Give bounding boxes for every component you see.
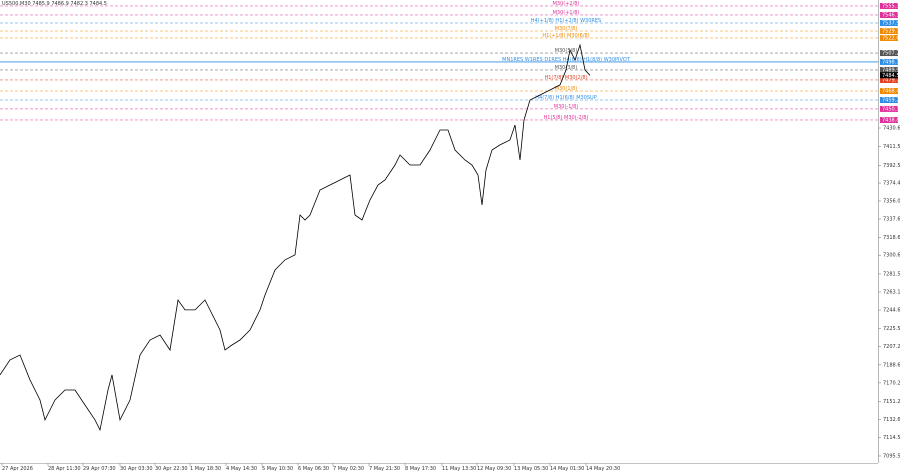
y-tick-label: 7411.5: [883, 144, 900, 150]
y-tick-label: 7225.5: [883, 326, 900, 332]
y-tick-label: 7392.5: [883, 163, 900, 169]
price-box: [880, 116, 898, 123]
current-price-label: 7484.5: [882, 73, 900, 79]
price-box-label: 7546.1: [882, 12, 900, 18]
price-box: [880, 105, 898, 112]
price-box: [880, 2, 898, 9]
x-tick-label: 5 May 10:30: [262, 466, 293, 472]
level-label: H4(7/8) H1(6/8) M30SUP: [535, 95, 596, 101]
price-box-label: 7459.2: [882, 98, 900, 104]
price-box-label: 7450.1: [882, 106, 900, 112]
price-box: [880, 66, 898, 73]
level-label: MN1RES W1RES D1RES H4(8/8) H1(8/8) W30PI…: [502, 57, 631, 63]
price-box-label: 7537.9: [882, 20, 900, 26]
level-label: M30(-1/8): [554, 104, 578, 110]
x-tick-label: 28 Apr 11:30: [48, 466, 81, 472]
y-tick-label: 7356.0: [883, 199, 900, 205]
x-tick-label: 12 May 09:30: [477, 466, 511, 472]
x-tick-label: 11 May 13:30: [442, 466, 476, 472]
x-tick-label: 29 Apr 07:30: [83, 466, 116, 472]
x-tick-label: 14 May 01:30: [550, 466, 584, 472]
y-tick-label: 7318.6: [883, 235, 900, 241]
price-box: [880, 28, 898, 35]
x-tick-label: 30 Apr 03:30: [120, 466, 153, 472]
price-box: [880, 19, 898, 26]
y-tick-label: 7300.6: [883, 253, 900, 259]
y-tick-label: 7430.6: [883, 126, 900, 132]
chart-title: US500,M30 7485.9 7486.9 7482.3 7484.5: [2, 1, 107, 7]
x-tick-label: 7 May 21:30: [369, 466, 400, 472]
y-tick-label: 7263.1: [883, 289, 900, 295]
y-tick-label: 7095.5: [883, 453, 900, 459]
level-label: M30(7/8): [555, 26, 578, 32]
y-tick-label: 7244.6: [883, 308, 900, 314]
y-tick-label: 7151.2: [883, 399, 900, 405]
price-box-label: 7507.2: [882, 51, 900, 57]
price-box-label: 7522.6: [882, 35, 900, 41]
x-tick-label: 13 May 05:30: [514, 466, 548, 472]
x-tick-label: 6 May 06:30: [298, 466, 329, 472]
y-tick-label: 7337.6: [883, 217, 900, 223]
price-box: [880, 88, 898, 95]
level-label: H1(+1/8) M30(6/8): [542, 33, 589, 39]
price-box-label: 7479.7: [882, 77, 900, 83]
level-label: M30(+1/8): [553, 10, 580, 16]
price-box: [880, 34, 898, 41]
x-tick-label: 27 Apr 2026: [2, 466, 33, 472]
y-tick-label: 7188.6: [883, 362, 900, 368]
price-box: [880, 76, 898, 83]
x-tick-label: 7 May 02:30: [333, 466, 364, 472]
y-tick-label: 7132.6: [883, 417, 900, 423]
level-label: M30(1/8): [555, 86, 578, 92]
price-box-label: 7489.9: [882, 67, 900, 73]
price-box: [880, 97, 898, 104]
price-box: [880, 50, 898, 57]
x-tick-label: 1 May 18:30: [190, 466, 221, 472]
y-tick-label: 7170.2: [883, 380, 900, 386]
y-tick-label: 7207.2: [883, 344, 900, 350]
x-tick-label: 14 May 20:30: [586, 466, 620, 472]
price-box: [880, 58, 898, 65]
level-label: M30(+2/8): [553, 1, 580, 7]
price-box-label: 7498.1: [882, 59, 900, 65]
x-tick-label: 8 May 17:30: [405, 466, 436, 472]
price-box-label: 7468.4: [882, 89, 900, 95]
level-label: H4(+1/8) H1(+2/8) W30RES: [531, 18, 601, 24]
level-label: H1(5/8) M30(-2/8): [544, 115, 589, 121]
price-line: [0, 43, 591, 432]
x-tick-label: 30 Apr 22:30: [155, 466, 188, 472]
y-tick-label: 7374.4: [883, 181, 900, 187]
price-box: [880, 11, 898, 18]
price-box-label: 7438.8: [882, 117, 900, 123]
level-label: M30(5/8): [555, 48, 578, 54]
level-label: H1(7/8) M30(2/8): [544, 75, 587, 81]
price-box-label: 7555.3: [882, 3, 900, 9]
price-box-label: 7529.7: [882, 29, 900, 35]
x-tick-label: 4 May 14:30: [226, 466, 257, 472]
y-tick-label: 7114.5: [883, 435, 900, 441]
current-price-box: [880, 72, 898, 79]
y-tick-label: 7281.5: [883, 271, 900, 277]
